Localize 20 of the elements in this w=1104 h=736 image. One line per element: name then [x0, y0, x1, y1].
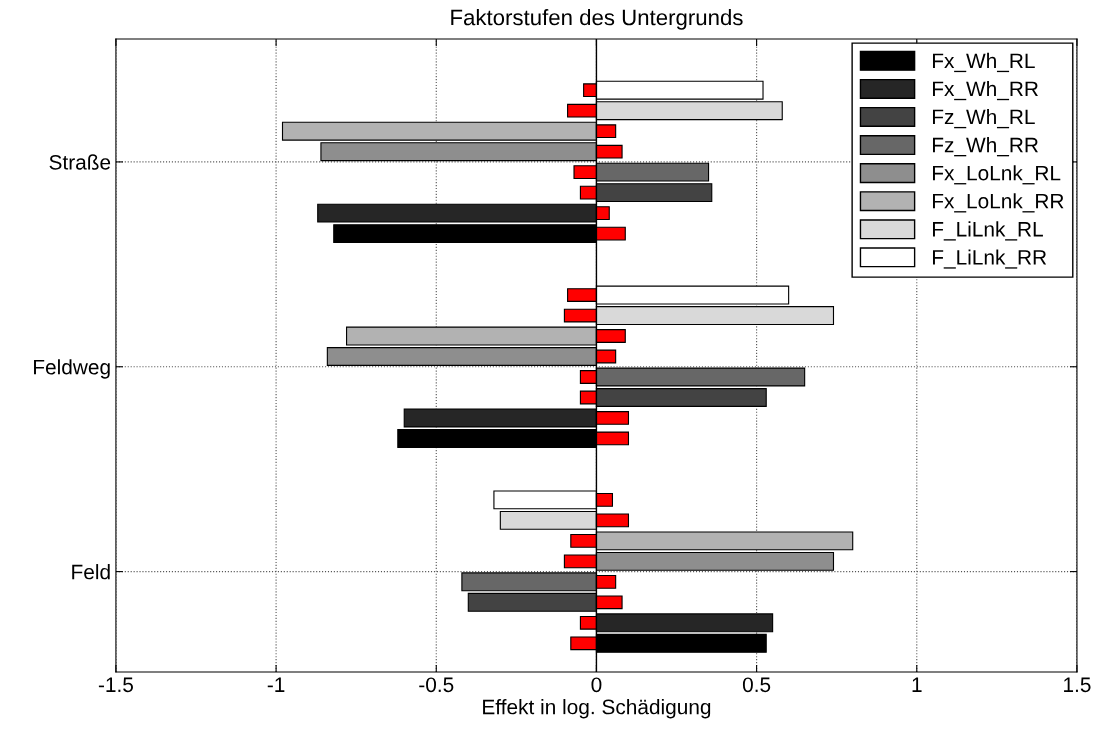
legend-label: Fz_Wh_RR — [933, 137, 1038, 157]
legend-label: F_LiLnk_RR — [933, 249, 1047, 269]
y-tick-label: Straße — [49, 154, 111, 170]
x-axis-title: Effekt in log. Schädigung — [483, 699, 711, 719]
x-tick-label: 1 — [912, 677, 922, 692]
legend-label: Fz_Wh_RL — [933, 109, 1035, 129]
chart-title: Faktorstufen des Untergrunds — [451, 9, 743, 30]
legend-label: Fx_LoLnk_RL — [933, 165, 1061, 185]
x-tick-label: -0.5 — [419, 677, 454, 693]
x-tick-label: 1.5 — [1064, 677, 1091, 693]
legend-label: Fx_LoLnk_RR — [933, 193, 1064, 213]
legend-label: Fx_Wh_RR — [933, 80, 1038, 101]
legend-label: F_LiLnk_RL — [933, 221, 1043, 241]
x-tick-label: -1 — [267, 677, 285, 692]
x-tick-label: 0 — [591, 677, 602, 693]
y-tick-label: Feldweg — [34, 359, 110, 379]
x-tick-label: 0.5 — [742, 677, 771, 693]
x-tick-label: -1.5 — [98, 677, 133, 693]
legend-label: Fx_Wh_RL — [933, 52, 1035, 73]
y-tick-label: Feld — [72, 564, 110, 580]
